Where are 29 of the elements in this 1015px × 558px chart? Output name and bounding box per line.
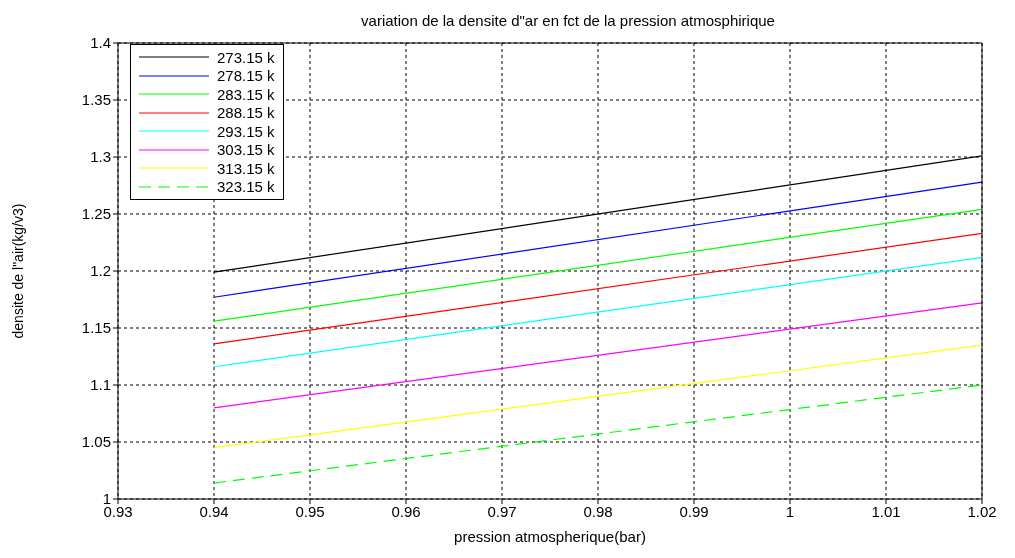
y-tick-label: 1.1 [90, 376, 111, 394]
x-axis-title: pression atmospherique(bar) [454, 528, 646, 545]
legend-label: 313.15 k [217, 159, 275, 177]
y-tick-label: 1 [102, 490, 111, 508]
y-tick-label: 1.3 [90, 148, 111, 166]
legend-label: 323.15 k [217, 178, 275, 196]
chart-title: variation de la densite d"ar en fct de la pression atmosphirique [360, 11, 776, 31]
x-tick-label: 1.02 [967, 502, 997, 520]
legend-label: 288.15 k [217, 104, 275, 122]
legend-label: 303.15 k [217, 141, 275, 159]
y-tick-label: 1.25 [81, 205, 111, 223]
y-tick-label: 1.2 [90, 262, 111, 280]
y-tick-label: 1.15 [81, 319, 111, 337]
x-tick-label: 0.95 [295, 502, 325, 520]
legend-label: 273.15 k [217, 48, 275, 66]
x-tick-label: 1.01 [871, 502, 901, 520]
x-tick-label: 0.97 [487, 502, 517, 520]
y-tick-label: 1.05 [81, 433, 111, 451]
y-tick-label: 1.4 [90, 34, 111, 52]
legend-label: 283.15 k [217, 85, 275, 103]
legend-label: 293.15 k [217, 122, 275, 140]
x-tick-label: 0.96 [391, 502, 421, 520]
x-tick-label: 0.99 [679, 502, 709, 520]
legend-label: 278.15 k [217, 67, 275, 85]
y-tick-label: 1.35 [81, 91, 111, 109]
x-tick-label: 0.94 [199, 502, 229, 520]
x-tick-label: 0.98 [583, 502, 613, 520]
x-tick-label: 1 [785, 502, 795, 520]
y-axis-title: densite de l"air(kg/v3) [9, 203, 26, 339]
